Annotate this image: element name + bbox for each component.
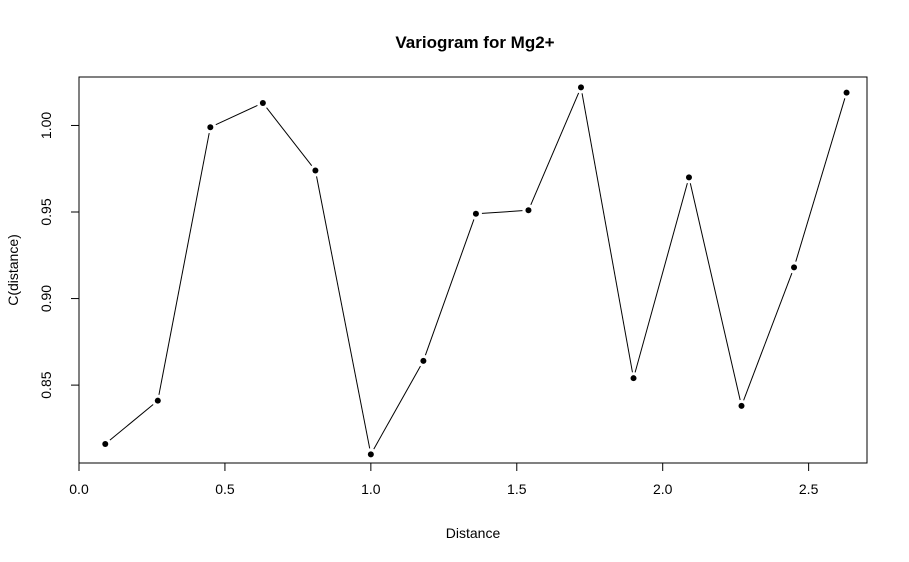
series-segment [481,210,523,214]
series-segment [424,219,475,356]
x-tick-label: 1.5 [507,481,527,497]
series-segment [109,404,154,441]
x-axis-label: Distance [446,525,501,541]
x-axis: 0.0 0.5 1.0 1.5 2.0 2.5 [69,462,819,497]
y-tick-label: 0.95 [38,198,54,225]
x-tick-label: 0.5 [215,481,235,497]
x-tick-label: 2.0 [653,481,673,497]
data-point [525,207,532,214]
x-tick-label: 0.0 [69,481,89,497]
series-segment [266,107,313,167]
series-segment [316,176,371,449]
series-segment [689,183,741,401]
data-point [259,99,266,106]
x-tick-label: 1.0 [361,481,381,497]
series-segment [581,93,633,373]
data-point [843,89,850,96]
plot-frame [78,76,868,464]
x-tick-label: 2.5 [799,481,819,497]
data-point [420,357,427,364]
series-segment [373,365,421,450]
data-point [630,375,637,382]
y-tick-label: 0.90 [38,285,54,312]
y-tick-label: 1.00 [38,112,54,139]
data-point [207,124,214,131]
data-point [472,210,479,217]
data-point [577,84,584,91]
data-point [738,402,745,409]
series-segment [530,92,580,205]
series-segment [158,132,210,395]
data-point [367,451,374,458]
y-axis: 0.85 0.90 0.95 1.00 [38,112,80,399]
data-point [154,397,161,404]
data-point [685,174,692,181]
series-segment [634,183,688,373]
series-segment [743,272,793,401]
y-tick-label: 0.85 [38,371,54,398]
data-point [791,264,798,271]
series-segment [795,98,846,262]
series-segment [215,105,258,126]
y-axis-label: C(distance) [5,234,21,306]
data-point [312,167,319,174]
chart-title: Variogram for Mg2+ [395,33,554,52]
data-point [102,440,109,447]
series-layer [102,84,850,458]
